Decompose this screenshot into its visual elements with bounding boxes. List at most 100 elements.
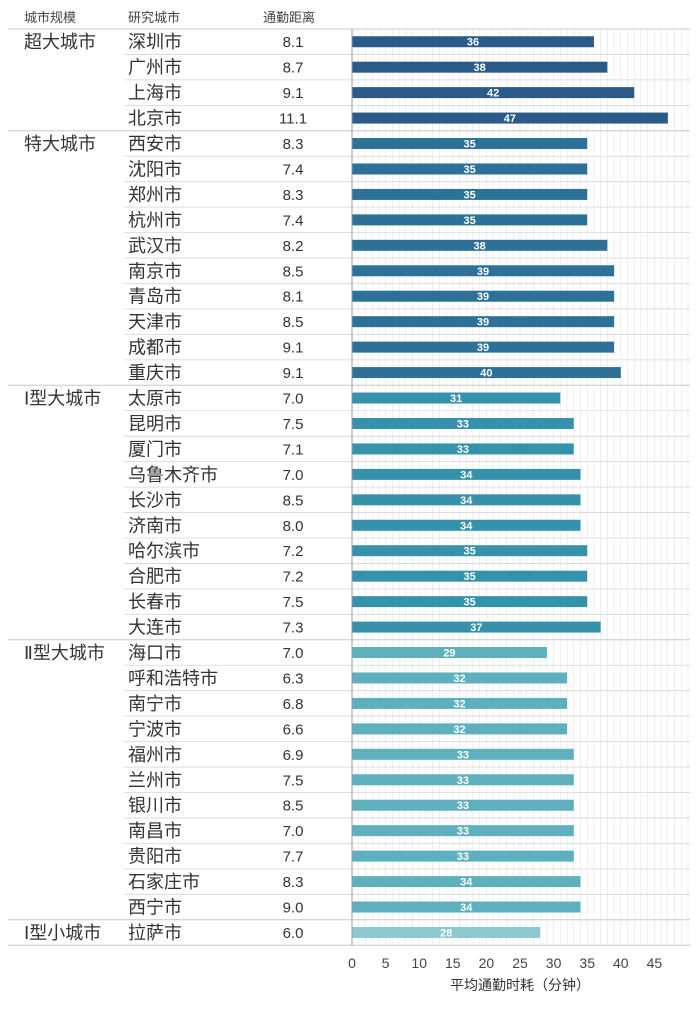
bar-value-label: 34 <box>460 520 473 532</box>
city-label: 成都市 <box>128 338 182 358</box>
bar <box>352 596 588 608</box>
city-label: 福州市 <box>128 745 182 765</box>
x-tick-label: 35 <box>579 955 595 971</box>
bar-value-label: 33 <box>457 775 469 787</box>
city-label: 长春市 <box>128 592 182 612</box>
x-tick-label: 30 <box>546 955 562 971</box>
bar-value-label: 32 <box>453 724 465 736</box>
bar-value-label: 35 <box>463 189 475 201</box>
bar-value-label: 32 <box>453 673 465 685</box>
distance-value: 8.5 <box>283 798 304 815</box>
bar <box>352 392 561 404</box>
distance-value: 7.0 <box>283 391 304 408</box>
bar <box>352 799 574 811</box>
distance-value: 8.1 <box>283 34 304 51</box>
bar <box>352 36 594 48</box>
distance-value: 7.1 <box>283 441 304 458</box>
bar <box>352 265 615 277</box>
city-label: 哈尔滨市 <box>128 541 200 561</box>
distance-value: 7.0 <box>283 823 304 840</box>
distance-value: 8.3 <box>283 136 304 153</box>
city-label: 太原市 <box>128 389 182 409</box>
bar-value-label: 39 <box>477 266 489 278</box>
distance-value: 8.7 <box>283 60 304 77</box>
bar <box>352 443 574 455</box>
city-label: 南京市 <box>128 261 182 281</box>
bar-value-label: 33 <box>457 851 469 863</box>
distance-value: 7.2 <box>283 543 304 560</box>
city-label: 大连市 <box>128 618 182 638</box>
bar-value-label: 35 <box>463 215 475 227</box>
city-label: 海口市 <box>128 643 182 663</box>
bar <box>352 647 547 659</box>
bar-value-label: 32 <box>453 698 465 710</box>
bar-value-label: 38 <box>474 240 486 252</box>
distance-value: 8.2 <box>283 238 304 255</box>
bar <box>352 214 588 226</box>
bar-value-label: 35 <box>463 139 475 151</box>
bar <box>352 519 581 531</box>
bar-value-label: 34 <box>460 902 473 914</box>
bar-value-label: 38 <box>474 62 486 74</box>
bar-value-label: 34 <box>460 877 473 889</box>
x-tick-label: 0 <box>348 955 356 971</box>
city-label: 拉萨市 <box>128 923 182 943</box>
bar <box>352 672 568 684</box>
bar <box>352 87 635 99</box>
bar <box>352 850 574 862</box>
bar-value-label: 33 <box>457 444 469 456</box>
x-axis: 0 5 10 15 20 25 30 35 40 45 <box>348 29 662 971</box>
distance-value: 7.0 <box>283 645 304 662</box>
bar <box>352 926 541 938</box>
distance-value: 9.0 <box>283 900 304 917</box>
bar <box>352 239 608 251</box>
bar-value-label: 33 <box>457 749 469 761</box>
x-tick-label: 25 <box>512 955 528 971</box>
bar <box>352 61 608 73</box>
city-label: 杭州市 <box>128 210 182 230</box>
distance-value: 7.3 <box>283 620 304 637</box>
city-label: 厦门市 <box>128 439 182 459</box>
bar-value-label: 31 <box>450 393 462 405</box>
bar <box>352 545 588 557</box>
x-tick-label: 45 <box>647 955 663 971</box>
distance-value: 7.0 <box>283 467 304 484</box>
distance-value: 7.7 <box>283 849 304 866</box>
header-scale: 城市规模 <box>24 10 76 25</box>
bar <box>352 697 568 709</box>
city-label: 广州市 <box>128 58 182 78</box>
distance-value: 6.0 <box>283 925 304 942</box>
city-label: 北京市 <box>128 109 182 129</box>
group-label: Ⅰ型大城市 <box>24 388 101 408</box>
city-label: 沈阳市 <box>128 159 182 179</box>
city-label: 青岛市 <box>128 287 182 307</box>
distance-value: 6.3 <box>283 670 304 687</box>
distance-value: 7.4 <box>283 161 304 178</box>
bar-value-label: 39 <box>477 317 489 329</box>
distance-value: 8.1 <box>283 289 304 306</box>
distance-value: 9.1 <box>283 85 304 102</box>
distance-value: 7.5 <box>283 594 304 611</box>
bar <box>352 341 615 353</box>
bar <box>352 163 588 175</box>
bar-value-label: 35 <box>463 571 475 583</box>
bar <box>352 367 621 379</box>
city-label: 昆明市 <box>128 414 182 434</box>
bar-value-label: 39 <box>477 291 489 303</box>
city-label: 上海市 <box>128 83 182 103</box>
x-tick-label: 10 <box>411 955 427 971</box>
distance-value: 8.3 <box>283 874 304 891</box>
distance-value: 11.1 <box>279 111 307 128</box>
city-label: 乌鲁木齐市 <box>128 465 218 485</box>
x-tick-label: 40 <box>613 955 629 971</box>
bar-value-label: 42 <box>487 88 499 100</box>
city-label: 兰州市 <box>128 770 182 790</box>
bar-value-label: 47 <box>504 113 516 125</box>
distance-value: 8.5 <box>283 314 304 331</box>
bar-value-label: 35 <box>463 546 475 558</box>
distance-value: 6.6 <box>283 721 304 738</box>
city-label: 呼和浩特市 <box>128 668 218 688</box>
bar-value-label: 40 <box>480 368 492 380</box>
distance-value: 8.5 <box>283 263 304 280</box>
bar <box>352 468 581 480</box>
